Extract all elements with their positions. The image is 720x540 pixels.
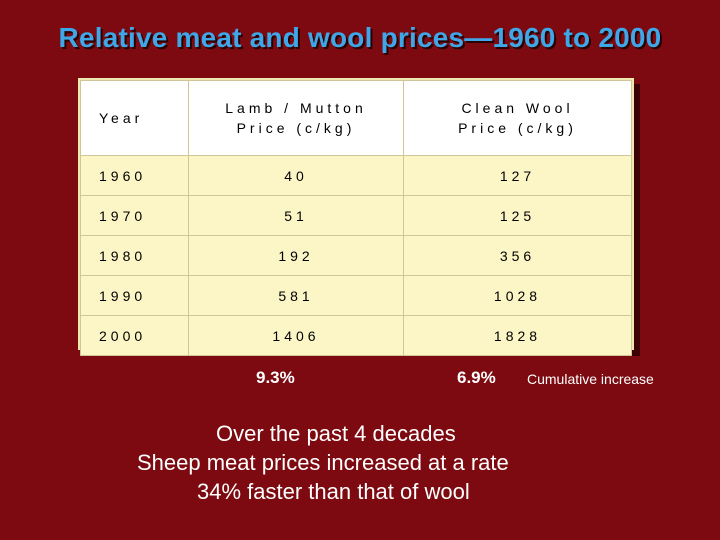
cell-year: 1960 <box>80 155 189 196</box>
header-year: Year <box>80 80 189 156</box>
header-wool-line2: Price (c/kg) <box>458 120 577 136</box>
conclusion-line-2: Sheep meat prices increased at a rate <box>137 450 509 475</box>
price-table-panel: Year Lamb / Mutton Price (c/kg) Clean Wo… <box>78 78 634 356</box>
table-row: 2000 1406 1828 <box>80 315 632 356</box>
table-row: 1980 192 356 <box>80 235 632 276</box>
conclusion-line-3: 34% faster than that of wool <box>197 479 470 504</box>
table-row: 1990 581 1028 <box>80 275 632 316</box>
cell-lamb-price: 581 <box>188 275 404 316</box>
cell-wool-price: 127 <box>403 155 632 196</box>
cell-lamb-price: 1406 <box>188 315 404 356</box>
table-header-row: Year Lamb / Mutton Price (c/kg) Clean Wo… <box>80 80 632 156</box>
cell-year: 2000 <box>80 315 189 356</box>
cell-wool-price: 356 <box>403 235 632 276</box>
lamb-increase-percent: 9.3% <box>256 368 295 387</box>
cumulative-increase-label: Cumulative increase <box>527 371 654 387</box>
header-year-label: Year <box>99 110 144 126</box>
cell-lamb-price: 40 <box>188 155 404 196</box>
header-wool-price: Clean Wool Price (c/kg) <box>403 80 632 156</box>
header-lamb-line2: Price (c/kg) <box>236 120 356 136</box>
conclusion-line-1: Over the past 4 decades <box>216 421 456 446</box>
cell-year: 1980 <box>80 235 189 276</box>
cell-lamb-price: 192 <box>188 235 404 276</box>
table-row: 1970 51 125 <box>80 195 632 236</box>
cell-wool-price: 1828 <box>403 315 632 356</box>
wool-increase-percent: 6.9% <box>457 368 496 387</box>
header-lamb-price: Lamb / Mutton Price (c/kg) <box>188 80 404 156</box>
price-table: Year Lamb / Mutton Price (c/kg) Clean Wo… <box>80 80 632 356</box>
table-row: 1960 40 127 <box>80 155 632 196</box>
cell-year: 1970 <box>80 195 189 236</box>
cell-year: 1990 <box>80 275 189 316</box>
header-lamb-line1: Lamb / Mutton <box>225 100 367 116</box>
header-wool-line1: Clean Wool <box>461 100 574 116</box>
cell-lamb-price: 51 <box>188 195 404 236</box>
slide-title: Relative meat and wool prices—1960 to 20… <box>58 22 662 53</box>
cell-wool-price: 125 <box>403 195 632 236</box>
cell-wool-price: 1028 <box>403 275 632 316</box>
